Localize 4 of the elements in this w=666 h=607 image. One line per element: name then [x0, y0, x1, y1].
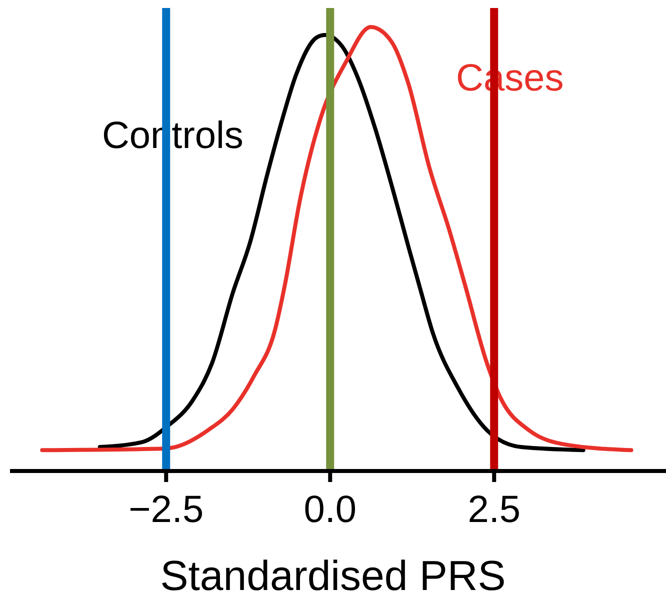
x-tick-label: −2.5 [128, 489, 204, 531]
x-tick-label: 2.5 [468, 489, 521, 531]
x-tick-label: 0.0 [304, 489, 357, 531]
x-axis-title: Standardised PRS [160, 552, 506, 599]
